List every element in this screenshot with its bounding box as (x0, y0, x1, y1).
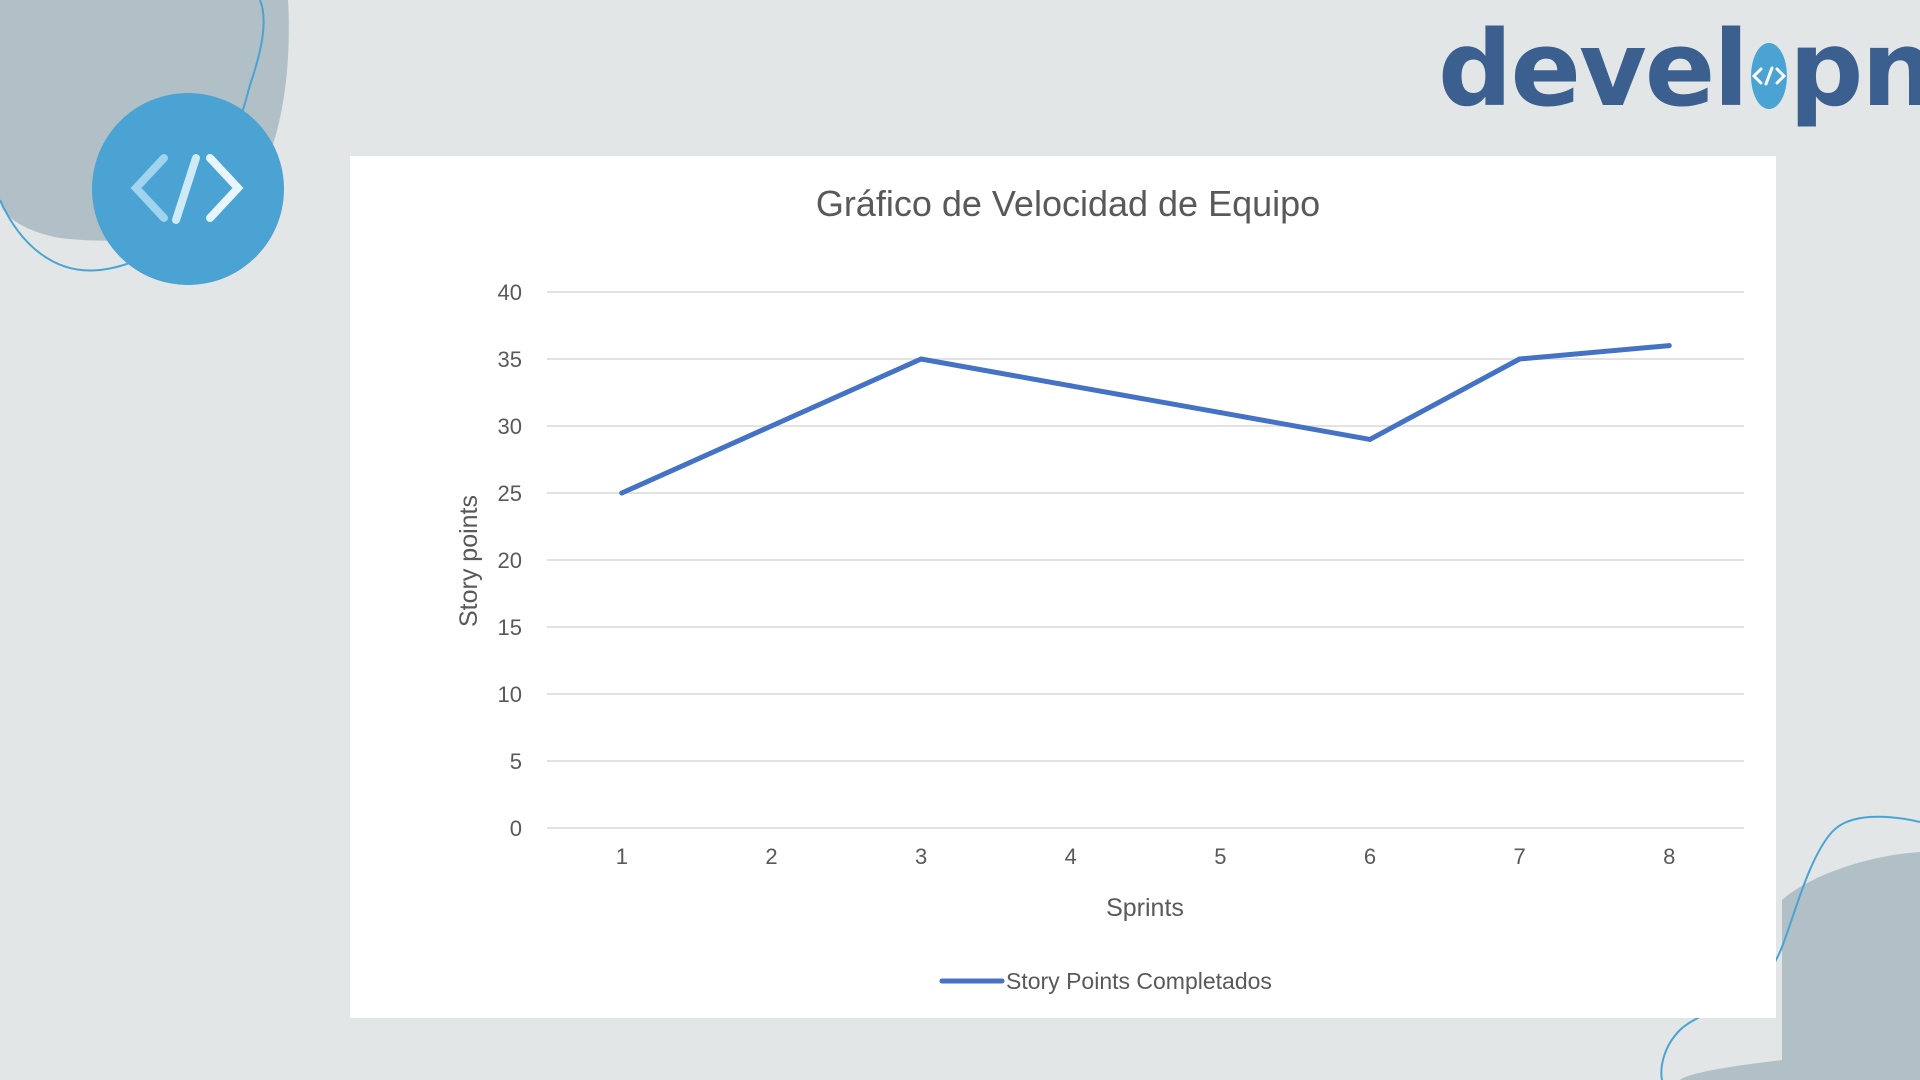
data-point (619, 490, 625, 496)
data-point (768, 423, 774, 429)
chart-card: Gráfico de Velocidad de Equipo 0 5 10 15 20 2… (350, 156, 1776, 1018)
x-tick-label: 7 (1513, 844, 1525, 869)
gridlines (547, 291, 1744, 829)
legend-label: Story Points Completados (1006, 968, 1272, 994)
data-point (918, 356, 924, 362)
data-point (1217, 410, 1223, 416)
y-tick-label: 40 (498, 280, 522, 305)
series-line (619, 343, 1672, 496)
y-tick-label: 30 (498, 414, 522, 439)
data-point (1068, 383, 1074, 389)
code-badge (92, 93, 284, 285)
x-tick-label: 1 (616, 844, 628, 869)
logo-text-suffix: pn (1788, 8, 1920, 130)
legend: Story Points Completados (939, 968, 1272, 994)
y-tick-label: 35 (498, 347, 522, 372)
y-tick-label: 0 (510, 816, 522, 841)
y-tick-label: 15 (498, 615, 522, 640)
data-point (1367, 436, 1373, 442)
y-tick-label: 10 (498, 682, 522, 707)
x-tick-label: 8 (1663, 844, 1675, 869)
y-axis-title: Story points (455, 495, 483, 627)
developn-logo: devel pn (1438, 8, 1920, 130)
y-tick-label: 5 (510, 749, 522, 774)
logo-code-icon (1750, 43, 1787, 109)
y-tick-label: 25 (498, 481, 522, 506)
y-axis-tick-labels: 0 5 10 15 20 25 30 35 40 (498, 280, 522, 841)
y-tick-label: 20 (498, 548, 522, 573)
x-axis-title: Sprints (1106, 894, 1184, 922)
x-tick-label: 4 (1065, 844, 1077, 869)
x-axis-tick-labels: 1 2 3 4 5 6 7 8 (616, 844, 1676, 869)
velocity-line-chart: Gráfico de Velocidad de Equipo 051015202… (455, 183, 1744, 994)
logo-text-prefix: devel (1438, 8, 1749, 130)
x-tick-label: 2 (765, 844, 777, 869)
data-point (1666, 343, 1672, 349)
x-tick-label: 3 (915, 844, 927, 869)
bottom-right-outline (1660, 815, 1920, 1080)
x-tick-label: 6 (1364, 844, 1376, 869)
chart-title: Gráfico de Velocidad de Equipo (816, 183, 1320, 224)
logo-code-glyph (1751, 66, 1787, 86)
bottom-right-blob (1680, 852, 1920, 1080)
data-point (1517, 356, 1523, 362)
x-tick-label: 5 (1214, 844, 1226, 869)
code-icon (130, 154, 244, 224)
series-lines (619, 343, 1672, 496)
